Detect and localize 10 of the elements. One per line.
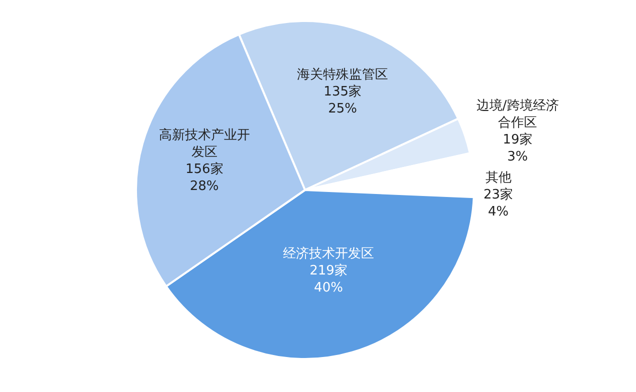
slice-label: 高新技术产业开发区 (158, 126, 250, 160)
data-label: 219家 40% (310, 262, 348, 296)
data-label: 19家 3% (502, 132, 532, 165)
slice-label: 其他 (485, 170, 512, 186)
data-label: 135家 25% (324, 84, 362, 117)
slice-label: 海关特殊监管区 (297, 68, 388, 83)
data-label: 156家 28% (185, 160, 224, 194)
slice-label: 经济技术开发区 (283, 246, 374, 262)
data-label: 23家 4% (484, 186, 514, 220)
slice-label: 边境/跨境经济合作区 (476, 98, 559, 131)
